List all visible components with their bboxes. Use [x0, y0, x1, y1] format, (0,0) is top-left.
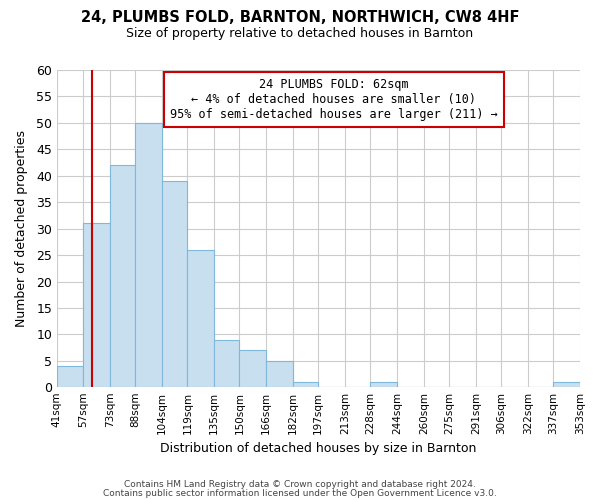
Text: Size of property relative to detached houses in Barnton: Size of property relative to detached ho…	[127, 28, 473, 40]
Y-axis label: Number of detached properties: Number of detached properties	[15, 130, 28, 327]
Text: 24 PLUMBS FOLD: 62sqm
← 4% of detached houses are smaller (10)
95% of semi-detac: 24 PLUMBS FOLD: 62sqm ← 4% of detached h…	[170, 78, 498, 121]
Bar	[293, 382, 318, 388]
Bar	[370, 382, 397, 388]
Bar	[214, 340, 239, 388]
Bar	[553, 382, 580, 388]
Bar	[110, 165, 136, 388]
Bar	[162, 181, 187, 388]
Bar	[56, 366, 83, 388]
Text: Contains public sector information licensed under the Open Government Licence v3: Contains public sector information licen…	[103, 488, 497, 498]
Text: 24, PLUMBS FOLD, BARNTON, NORTHWICH, CW8 4HF: 24, PLUMBS FOLD, BARNTON, NORTHWICH, CW8…	[81, 10, 519, 25]
Bar	[136, 123, 162, 388]
Text: Contains HM Land Registry data © Crown copyright and database right 2024.: Contains HM Land Registry data © Crown c…	[124, 480, 476, 489]
Bar	[187, 250, 214, 388]
Bar	[239, 350, 266, 388]
Bar	[83, 224, 110, 388]
Bar	[266, 361, 293, 388]
X-axis label: Distribution of detached houses by size in Barnton: Distribution of detached houses by size …	[160, 442, 476, 455]
